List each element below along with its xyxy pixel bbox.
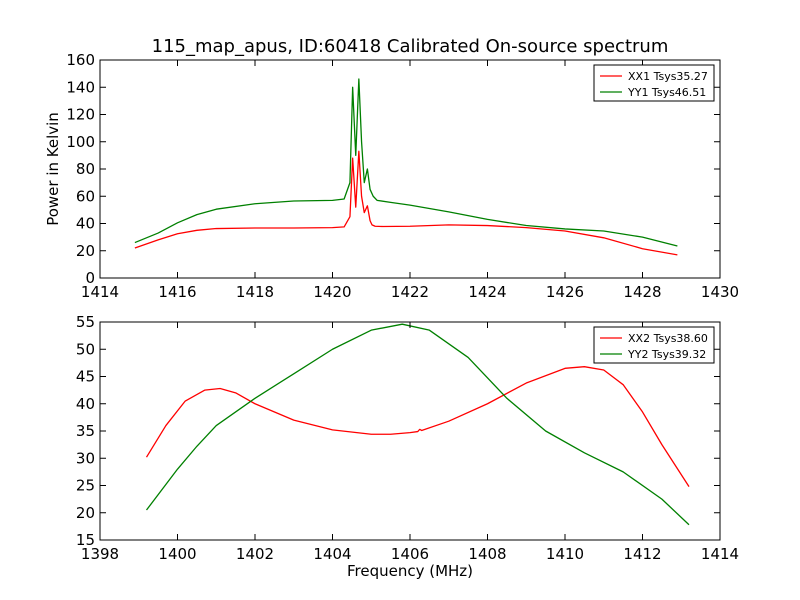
legend-label: YY1 Tsys46.51	[627, 86, 706, 99]
chart-title: 115_map_apus, ID:60418 Calibrated On-sou…	[152, 36, 669, 57]
series-line-1-2	[134, 78, 678, 247]
x-axis-label: Frequency (MHz)	[347, 562, 473, 580]
top-chart: 115_map_apus, ID:60418 Calibrated On-sou…	[44, 36, 739, 301]
series-line-2-2	[145, 323, 690, 526]
y-tick-label: 50	[76, 340, 95, 358]
y-axis-label: Power in Kelvin	[44, 112, 62, 226]
y-tick-label: 55	[76, 313, 95, 331]
y-tick-label: 100	[66, 133, 95, 151]
y-tick-label: 30	[76, 449, 95, 467]
x-tick-label: 1418	[236, 283, 274, 301]
x-tick-label: 1414	[701, 545, 739, 563]
x-tick-label: 1408	[468, 545, 506, 563]
legend-label: YY2 Tsys39.32	[627, 348, 706, 361]
y-tick-label: 60	[76, 187, 95, 205]
y-tick-label: 20	[76, 504, 95, 522]
legend-label: XX2 Tsys38.60	[628, 332, 708, 345]
x-tick-label: 1422	[391, 283, 429, 301]
x-tick-label: 1420	[313, 283, 351, 301]
x-tick-label: 1426	[546, 283, 584, 301]
x-tick-label: 1406	[391, 545, 429, 563]
x-tick-label: 1398	[81, 545, 119, 563]
x-tick-label: 1410	[546, 545, 584, 563]
y-tick-label: 140	[66, 78, 95, 96]
legend-box	[593, 64, 715, 102]
legend: XX1 Tsys35.27 YY1 Tsys46.51	[593, 64, 715, 102]
y-tick-label: 160	[66, 51, 95, 69]
y-tick-label: 120	[66, 106, 95, 124]
x-tick-label: 1400	[158, 545, 196, 563]
y-tick-label: 40	[76, 395, 95, 413]
legend-box	[593, 326, 715, 364]
series-line-2-1	[145, 366, 690, 487]
x-tick-label: 1428	[623, 283, 661, 301]
x-tick-label: 1404	[313, 545, 351, 563]
x-tick-label: 1416	[158, 283, 196, 301]
bottom-chart: Frequency (MHz) 1398 1400 1402 1404 1406 1408…	[76, 313, 739, 580]
y-tick-label: 20	[76, 242, 95, 260]
y-tick-label: 40	[76, 215, 95, 233]
x-tick-label: 1402	[236, 545, 274, 563]
x-tick-label: 1424	[468, 283, 506, 301]
y-tick-label: 35	[76, 422, 95, 440]
x-tick-label: 1414	[81, 283, 119, 301]
y-tick-label: 80	[76, 160, 95, 178]
legend: XX2 Tsys38.60 YY2 Tsys39.32	[593, 326, 715, 364]
y-tick-label: 25	[76, 477, 95, 495]
legend-label: XX1 Tsys35.27	[628, 70, 708, 83]
series-line-1-1	[134, 150, 678, 256]
y-tick-label: 0	[85, 269, 95, 287]
y-tick-label: 15	[76, 531, 95, 549]
x-tick-label: 1430	[701, 283, 739, 301]
x-tick-label: 1412	[623, 545, 661, 563]
y-tick-label: 45	[76, 368, 95, 386]
